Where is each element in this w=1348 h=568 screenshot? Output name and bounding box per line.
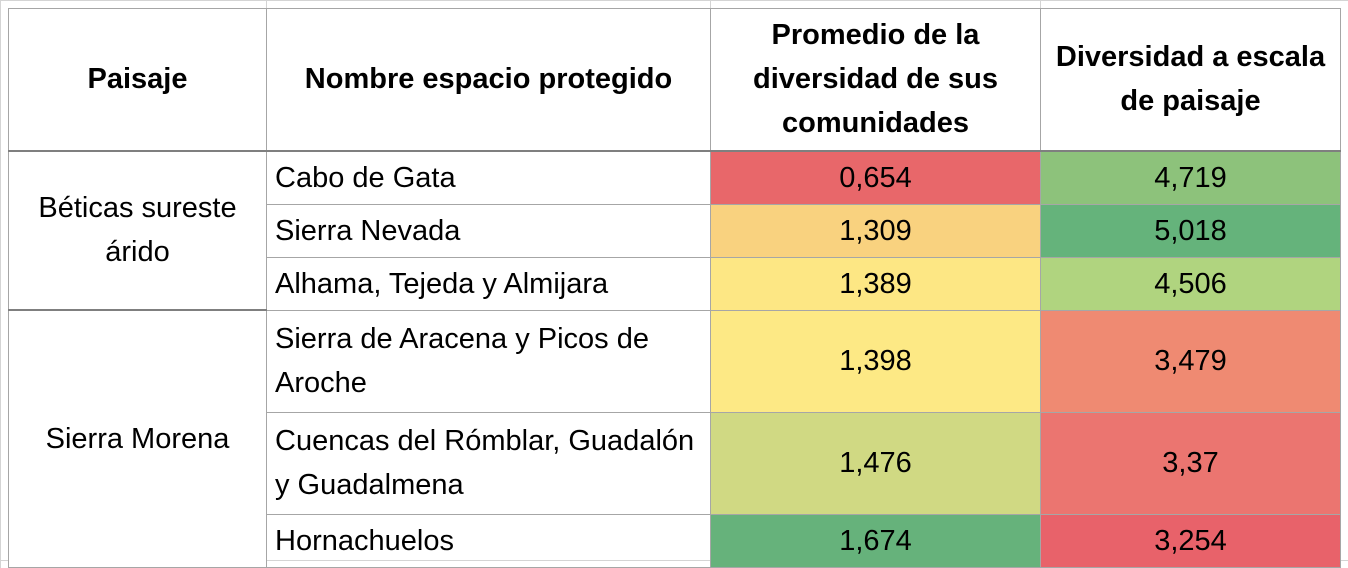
data-table: Paisaje Nombre espacio protegido Promedi… bbox=[8, 8, 1341, 568]
gridline-h bbox=[0, 0, 1348, 1]
cell-name[interactable]: Hornachuelos bbox=[266, 513, 711, 568]
group-cell[interactable]: Béticas sureste árido bbox=[8, 149, 267, 311]
cell-diversidad[interactable]: 3,37 bbox=[1040, 411, 1341, 515]
header-paisaje[interactable]: Paisaje bbox=[8, 8, 267, 151]
table-row: Sierra Morena Sierra de Aracena y Picos … bbox=[8, 309, 1341, 568]
group-cell[interactable]: Sierra Morena bbox=[8, 309, 267, 568]
table-row: Hornachuelos 1,674 3,254 bbox=[9, 513, 1341, 568]
cell-promedio[interactable]: 1,309 bbox=[710, 203, 1041, 258]
gridline-v bbox=[0, 0, 1, 568]
cell-diversidad[interactable]: 3,254 bbox=[1040, 513, 1341, 568]
cell-diversidad[interactable]: 4,506 bbox=[1040, 256, 1341, 311]
cell-name[interactable]: Sierra de Aracena y Picos de Aroche bbox=[266, 309, 711, 413]
table-row: Béticas sureste árido Cabo de Gata 0,654… bbox=[8, 149, 1341, 311]
cell-name[interactable]: Cabo de Gata bbox=[266, 149, 711, 205]
table-row: Alhama, Tejeda y Almijara 1,389 4,506 bbox=[9, 256, 1341, 311]
cell-diversidad[interactable]: 3,479 bbox=[1040, 309, 1341, 413]
header-diversidad-paisaje[interactable]: Diversidad a escala de paisaje bbox=[1040, 8, 1341, 151]
cell-diversidad[interactable]: 4,719 bbox=[1040, 149, 1341, 205]
header-nombre-espacio[interactable]: Nombre espacio protegido bbox=[266, 8, 711, 151]
cell-diversidad[interactable]: 5,018 bbox=[1040, 203, 1341, 258]
cell-promedio[interactable]: 1,398 bbox=[710, 309, 1041, 413]
header-promedio-diversidad[interactable]: Promedio de la diversidad de sus comunid… bbox=[710, 8, 1041, 151]
cell-name[interactable]: Cuencas del Rómblar, Guadalón y Guadalme… bbox=[266, 411, 711, 515]
cell-name[interactable]: Alhama, Tejeda y Almijara bbox=[266, 256, 711, 311]
cell-promedio[interactable]: 1,389 bbox=[710, 256, 1041, 311]
cell-promedio[interactable]: 0,654 bbox=[710, 149, 1041, 205]
table-row: Cuencas del Rómblar, Guadalón y Guadalme… bbox=[9, 411, 1341, 515]
cell-promedio[interactable]: 1,476 bbox=[710, 411, 1041, 515]
cell-name[interactable]: Sierra Nevada bbox=[266, 203, 711, 258]
cell-promedio[interactable]: 1,674 bbox=[710, 513, 1041, 568]
